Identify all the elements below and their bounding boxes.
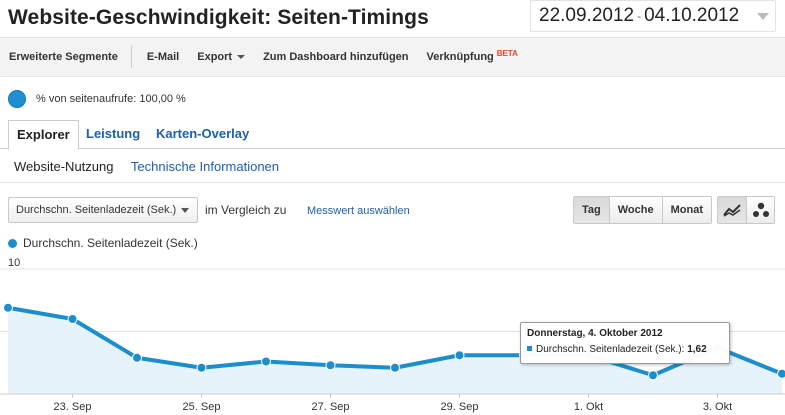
x-tick-label: 1. Okt xyxy=(574,401,603,413)
granularity-toggle: Tag Woche Monat xyxy=(573,196,712,224)
data-point xyxy=(390,362,400,373)
select-metric-link[interactable]: Messwert auswählen xyxy=(307,205,410,217)
date-end: 04.10.2012 xyxy=(644,5,740,26)
shortcut-button[interactable]: Verknüpfung BETA xyxy=(418,48,527,64)
legend-series-label: Durchschn. Seitenladezeit (Sek.) xyxy=(23,236,198,250)
divider xyxy=(0,182,785,183)
report-tabs: Explorer Leistung Karten-Overlay xyxy=(0,120,785,150)
tab-explorer[interactable]: Explorer xyxy=(8,120,79,150)
tooltip-value: 1,62 xyxy=(687,344,707,355)
metric-select-value: Durchschn. Seitenladezeit (Sek.) xyxy=(16,204,177,216)
tab-performance[interactable]: Leistung xyxy=(86,126,141,141)
y-tick-label: 10 xyxy=(8,258,20,269)
x-tick-label: 3. Okt xyxy=(703,401,732,413)
week-button[interactable]: Woche xyxy=(608,197,662,223)
segment-summary: % von seitenaufrufe: 100,00 % xyxy=(8,90,186,108)
tooltip-row: Durchschn. Seitenladezeit (Sek.): 1,62 xyxy=(527,344,723,355)
chart-tooltip: Donnerstag, 4. Oktober 2012 Durchschn. S… xyxy=(520,322,730,364)
month-button[interactable]: Monat xyxy=(661,197,711,223)
subnav-site-usage[interactable]: Website-Nutzung xyxy=(14,159,114,174)
tooltip-date: Donnerstag, 4. Oktober 2012 xyxy=(527,328,663,339)
x-tick-label: 27. Sep xyxy=(312,401,350,413)
data-point xyxy=(777,368,785,379)
motion-chart-icon[interactable] xyxy=(746,197,774,223)
series-square xyxy=(527,345,532,351)
toolbar-divider xyxy=(130,46,132,68)
segment-label: % von seitenaufrufe: 100,00 % xyxy=(36,93,186,105)
export-button[interactable]: Export xyxy=(188,51,254,63)
chart-legend: Durchschn. Seitenladezeit (Sek.) xyxy=(8,236,198,250)
x-tick-label: 25. Sep xyxy=(183,401,221,413)
export-label: Export xyxy=(197,51,233,63)
x-tick-label: 29. Sep xyxy=(441,401,479,413)
data-point xyxy=(67,314,78,324)
series-dot xyxy=(8,238,17,248)
day-button[interactable]: Tag xyxy=(574,197,609,223)
data-point xyxy=(325,360,336,371)
data-point xyxy=(261,356,271,367)
data-point xyxy=(132,352,142,363)
beta-badge: BETA xyxy=(496,48,518,58)
pie-chart-icon xyxy=(8,90,26,108)
data-point xyxy=(3,302,13,313)
shortcut-label: Verknüpfung xyxy=(426,51,494,63)
explorer-subnav: Website-Nutzung Technische Informationen xyxy=(14,159,293,174)
compare-label: im Vergleich zu xyxy=(205,203,287,217)
tab-map-overlay[interactable]: Karten-Overlay xyxy=(156,126,250,141)
email-button[interactable]: E-Mail xyxy=(146,51,180,63)
add-to-dashboard-button[interactable]: Zum Dashboard hinzufügen xyxy=(263,51,409,63)
chevron-down-icon xyxy=(237,55,246,59)
data-point xyxy=(196,362,207,373)
chart-type-toggle xyxy=(717,196,775,224)
date-range-picker[interactable]: 22.09.2012 - 04.10.2012 xyxy=(530,0,776,32)
report-toolbar: Erweiterte Segmente E-Mail Export Zum Da… xyxy=(0,37,785,77)
date-separator: - xyxy=(637,9,642,23)
advanced-segments-button[interactable]: Erweiterte Segmente xyxy=(9,51,118,63)
page-title: Website-Geschwindigkeit: Seiten-Timings xyxy=(8,6,429,29)
tooltip-metric: Durchschn. Seitenladezeit (Sek.): xyxy=(536,344,685,355)
chevron-down-icon xyxy=(181,208,189,213)
metric-select[interactable]: Durchschn. Seitenladezeit (Sek.) xyxy=(8,197,198,223)
date-start: 22.09.2012 xyxy=(539,5,635,26)
subnav-technical-info[interactable]: Technische Informationen xyxy=(130,159,280,174)
data-point xyxy=(454,350,465,361)
line-chart-icon[interactable] xyxy=(718,197,746,223)
data-point xyxy=(648,370,658,381)
chevron-down-icon xyxy=(757,13,769,20)
x-tick-label: 23. Sep xyxy=(54,401,92,413)
